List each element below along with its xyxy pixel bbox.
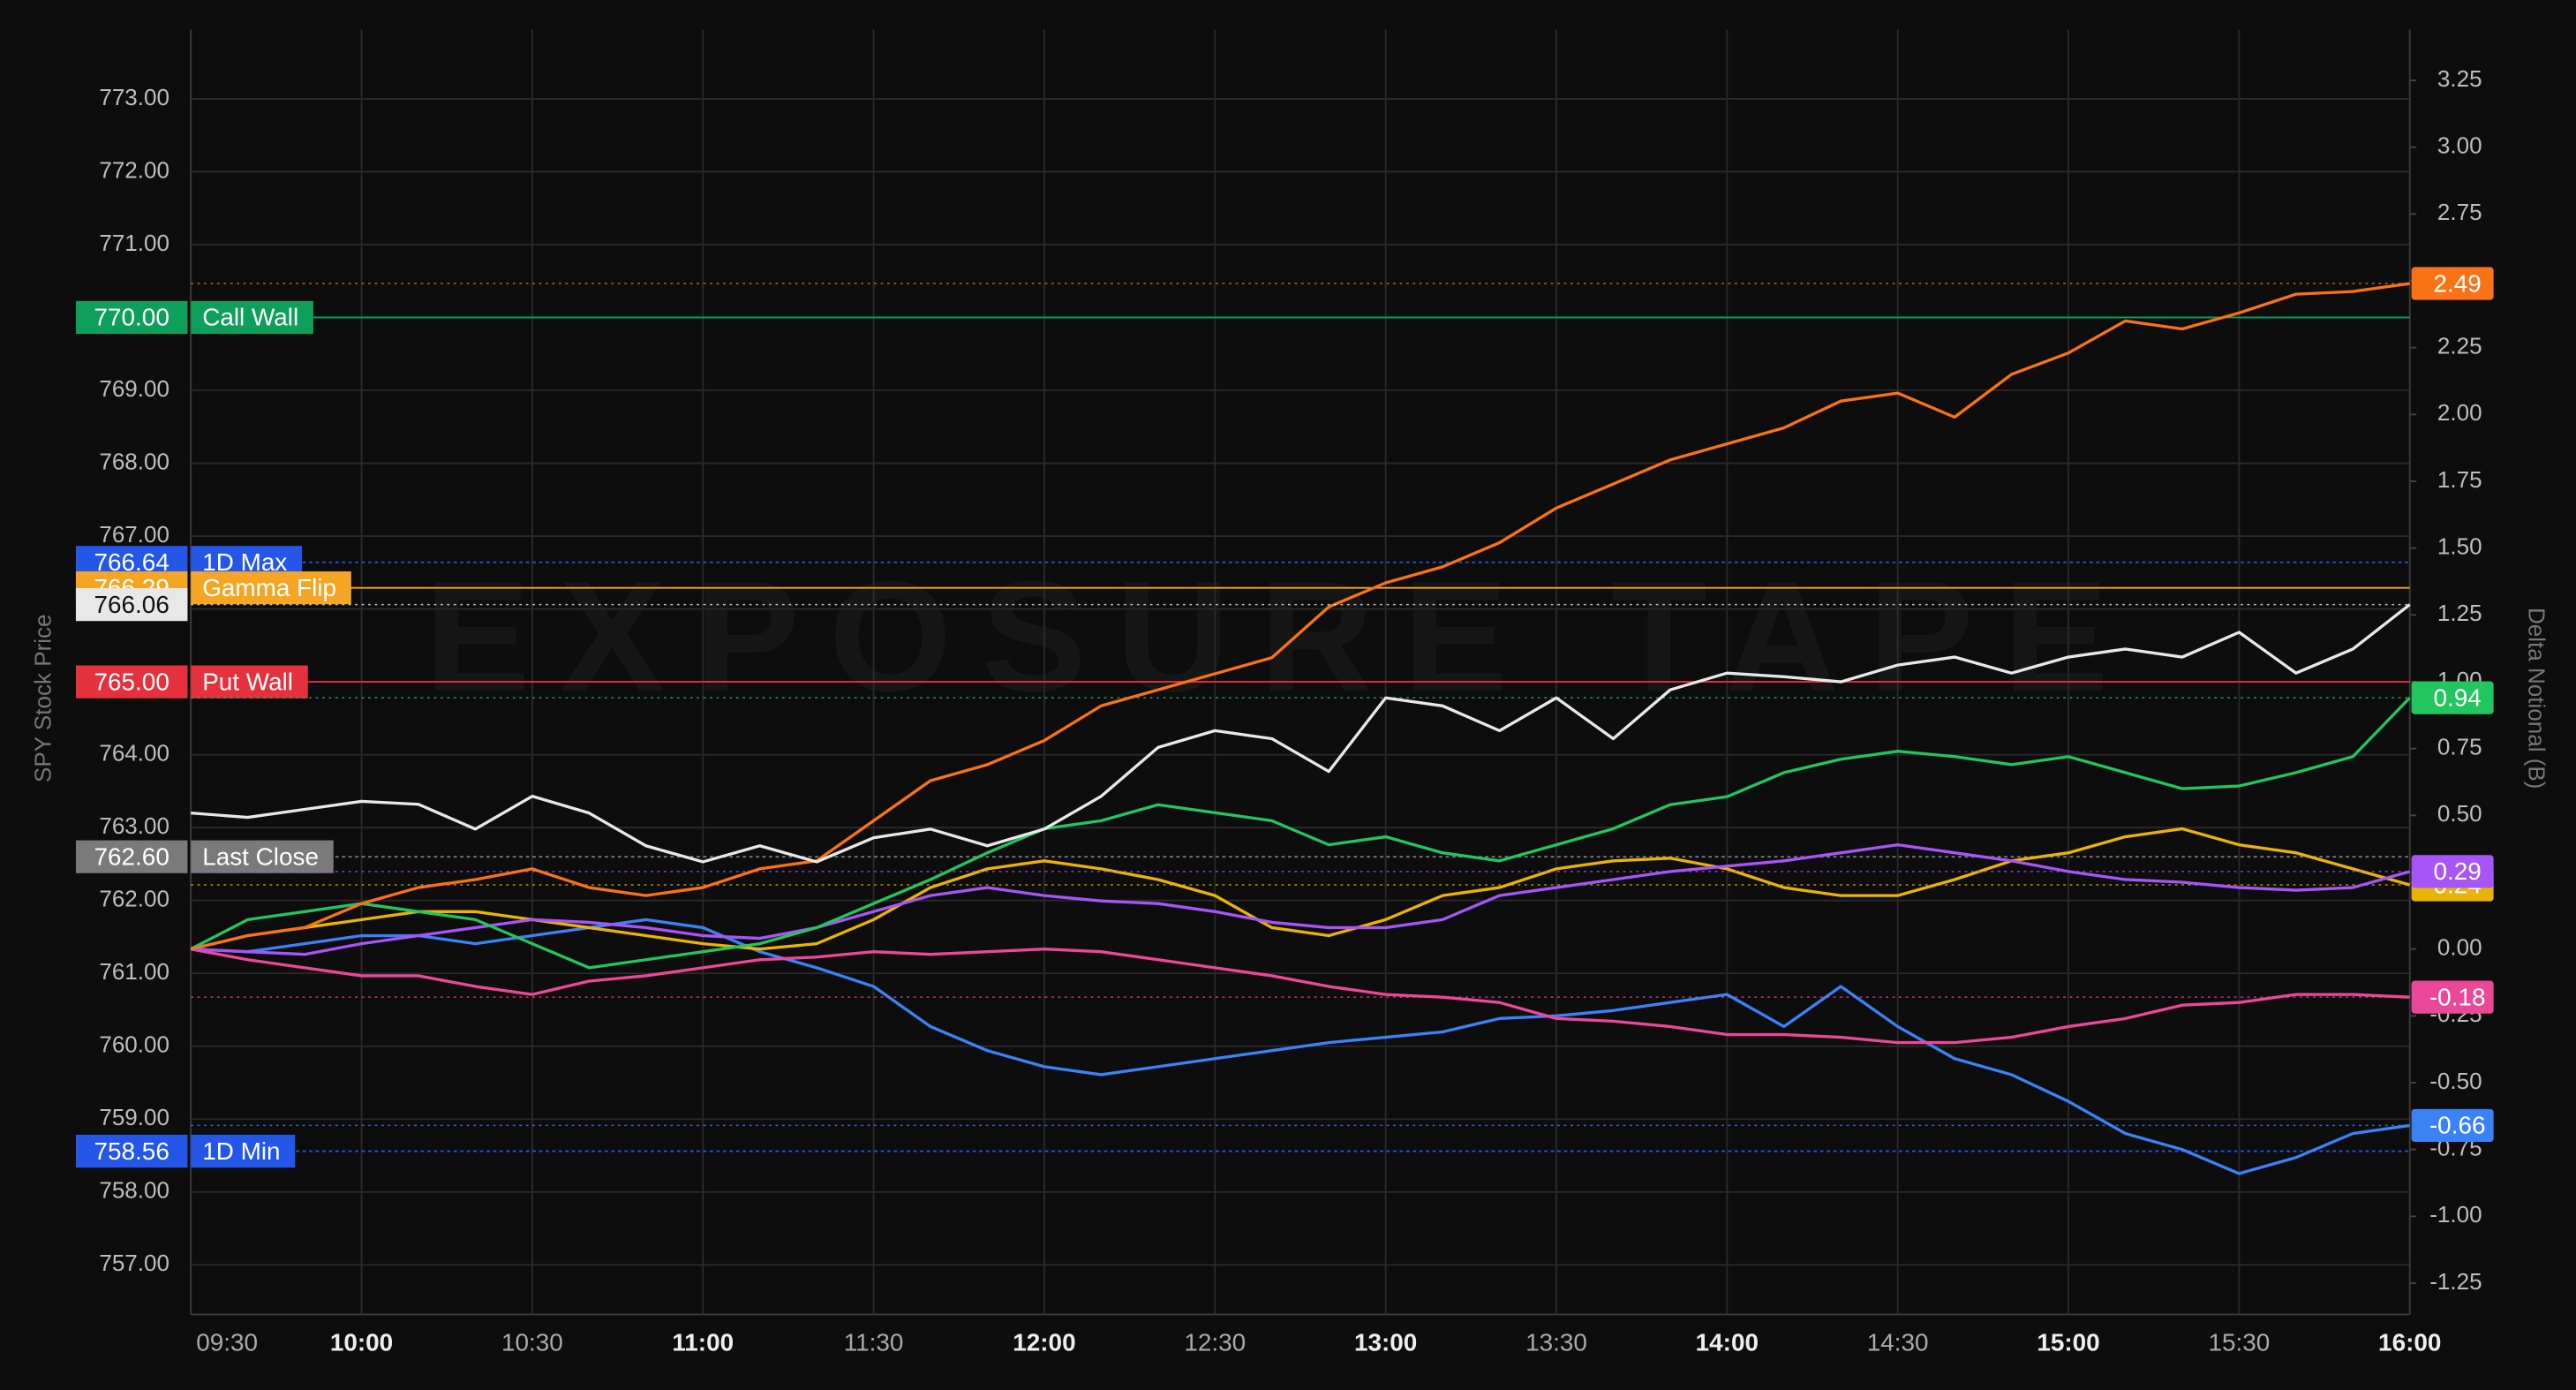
- x-tick-label: 15:00: [2037, 1328, 2099, 1356]
- last-value-box: [2411, 1108, 2494, 1143]
- x-tick-label: 09:30: [196, 1328, 258, 1356]
- x-tick-label: 13:30: [1525, 1328, 1587, 1356]
- y2-tick-label: 2.25: [2437, 333, 2482, 359]
- x-tick-label: 11:30: [844, 1328, 904, 1356]
- series-line: [190, 696, 2411, 970]
- last-value-box: [2411, 267, 2494, 300]
- level-value-box: [75, 1134, 188, 1168]
- level-value: 762.60: [94, 842, 169, 870]
- y-axis-title: SPY Stock Price: [29, 614, 56, 782]
- level-value: 766.64: [94, 548, 169, 576]
- y2-tick-label: 0.50: [2437, 800, 2482, 827]
- last-value-label: 766.06: [94, 591, 169, 618]
- x-tick-label: 14:30: [1867, 1328, 1929, 1356]
- last-value-label: -0.66: [2429, 1112, 2486, 1139]
- level-value: 765.00: [94, 668, 169, 695]
- x-tick-label: 12:00: [1013, 1328, 1075, 1356]
- y-tick-label: 759.00: [99, 1104, 169, 1130]
- series-line: [191, 842, 2411, 956]
- x-tick-label: 14:00: [1696, 1328, 1759, 1356]
- level-name-box: [191, 300, 313, 335]
- y-tick-label: 762.00: [99, 886, 169, 912]
- y2-tick-label: 0.75: [2437, 734, 2482, 760]
- y-tick-label: 763.00: [99, 812, 169, 839]
- level-name-box: [191, 665, 308, 699]
- last-value-box: [2411, 681, 2494, 714]
- x-tick-label: 10:30: [501, 1328, 563, 1356]
- series-line: [191, 603, 2411, 864]
- level-name: Put Wall: [202, 668, 293, 695]
- y-tick-label: 767.00: [99, 521, 169, 548]
- last-value-label: 2.49: [2434, 269, 2482, 297]
- level-value-box: [75, 840, 188, 873]
- level-value: 758.56: [94, 1137, 169, 1165]
- y2-tick-label: 1.50: [2437, 533, 2482, 560]
- last-value-label: 0.29: [2434, 857, 2482, 885]
- y2-tick-label: 2.00: [2437, 399, 2482, 426]
- y-tick-label: 760.00: [99, 1031, 169, 1058]
- y2-tick-label: -1.25: [2429, 1268, 2482, 1295]
- last-value-label: -0.18: [2429, 983, 2486, 1010]
- y-tick-label: 764.00: [99, 739, 169, 766]
- y2-tick-label: 1.25: [2437, 600, 2482, 626]
- series-line: [190, 827, 2411, 951]
- series-line: [191, 918, 2410, 1175]
- y-tick-label: 771.00: [99, 230, 169, 256]
- y2-tick-label: 1.75: [2437, 466, 2482, 493]
- y-tick-label: 768.00: [99, 448, 169, 474]
- y2-tick-label: -0.50: [2429, 1068, 2482, 1094]
- last-value-box: [2411, 980, 2494, 1014]
- x-tick-label: 15:30: [2208, 1328, 2270, 1356]
- y2-tick-label: 2.75: [2437, 199, 2482, 225]
- x-tick-label: 10:00: [330, 1328, 393, 1356]
- level-name: Last Close: [202, 842, 319, 870]
- y2-tick-label: -1.00: [2429, 1201, 2482, 1228]
- watermark: EXPOSURE TAPE: [425, 548, 2138, 724]
- y-tick-label: 772.00: [99, 156, 169, 183]
- level-value-box: [75, 665, 188, 699]
- y2-tick-label: 0.00: [2437, 934, 2482, 961]
- x-tick-label: 12:30: [1184, 1328, 1246, 1356]
- last-value-label: 0.94: [2434, 684, 2482, 711]
- y-tick-label: 761.00: [99, 958, 169, 985]
- y-tick-label: 773.00: [99, 84, 169, 110]
- level-value: 770.00: [94, 304, 169, 331]
- level-name: Gamma Flip: [202, 574, 336, 601]
- last-value-box: [75, 588, 188, 622]
- level-name: Call Wall: [202, 304, 298, 331]
- series-line: [190, 947, 2410, 1045]
- level-value-box: [75, 300, 188, 335]
- x-tick-label: 13:00: [1354, 1328, 1417, 1356]
- series-line: [190, 282, 2410, 951]
- x-tick-label: 16:00: [2378, 1328, 2441, 1356]
- x-tick-label: 11:00: [672, 1328, 734, 1356]
- level-name-box: [191, 1134, 296, 1168]
- level-name-box: [191, 571, 351, 605]
- y2-axis-title: Delta Notional (B): [2523, 608, 2550, 789]
- y2-tick-label: 3.00: [2437, 132, 2482, 159]
- level-name-box: [191, 840, 334, 873]
- level-name: 1D Min: [202, 1137, 280, 1165]
- level-name: 1D Max: [202, 548, 287, 576]
- y-tick-label: 758.00: [99, 1177, 169, 1204]
- y-tick-label: 757.00: [99, 1250, 169, 1276]
- last-value-box: [2411, 855, 2494, 888]
- y2-tick-label: 3.25: [2437, 65, 2482, 92]
- y-tick-label: 769.00: [99, 375, 169, 402]
